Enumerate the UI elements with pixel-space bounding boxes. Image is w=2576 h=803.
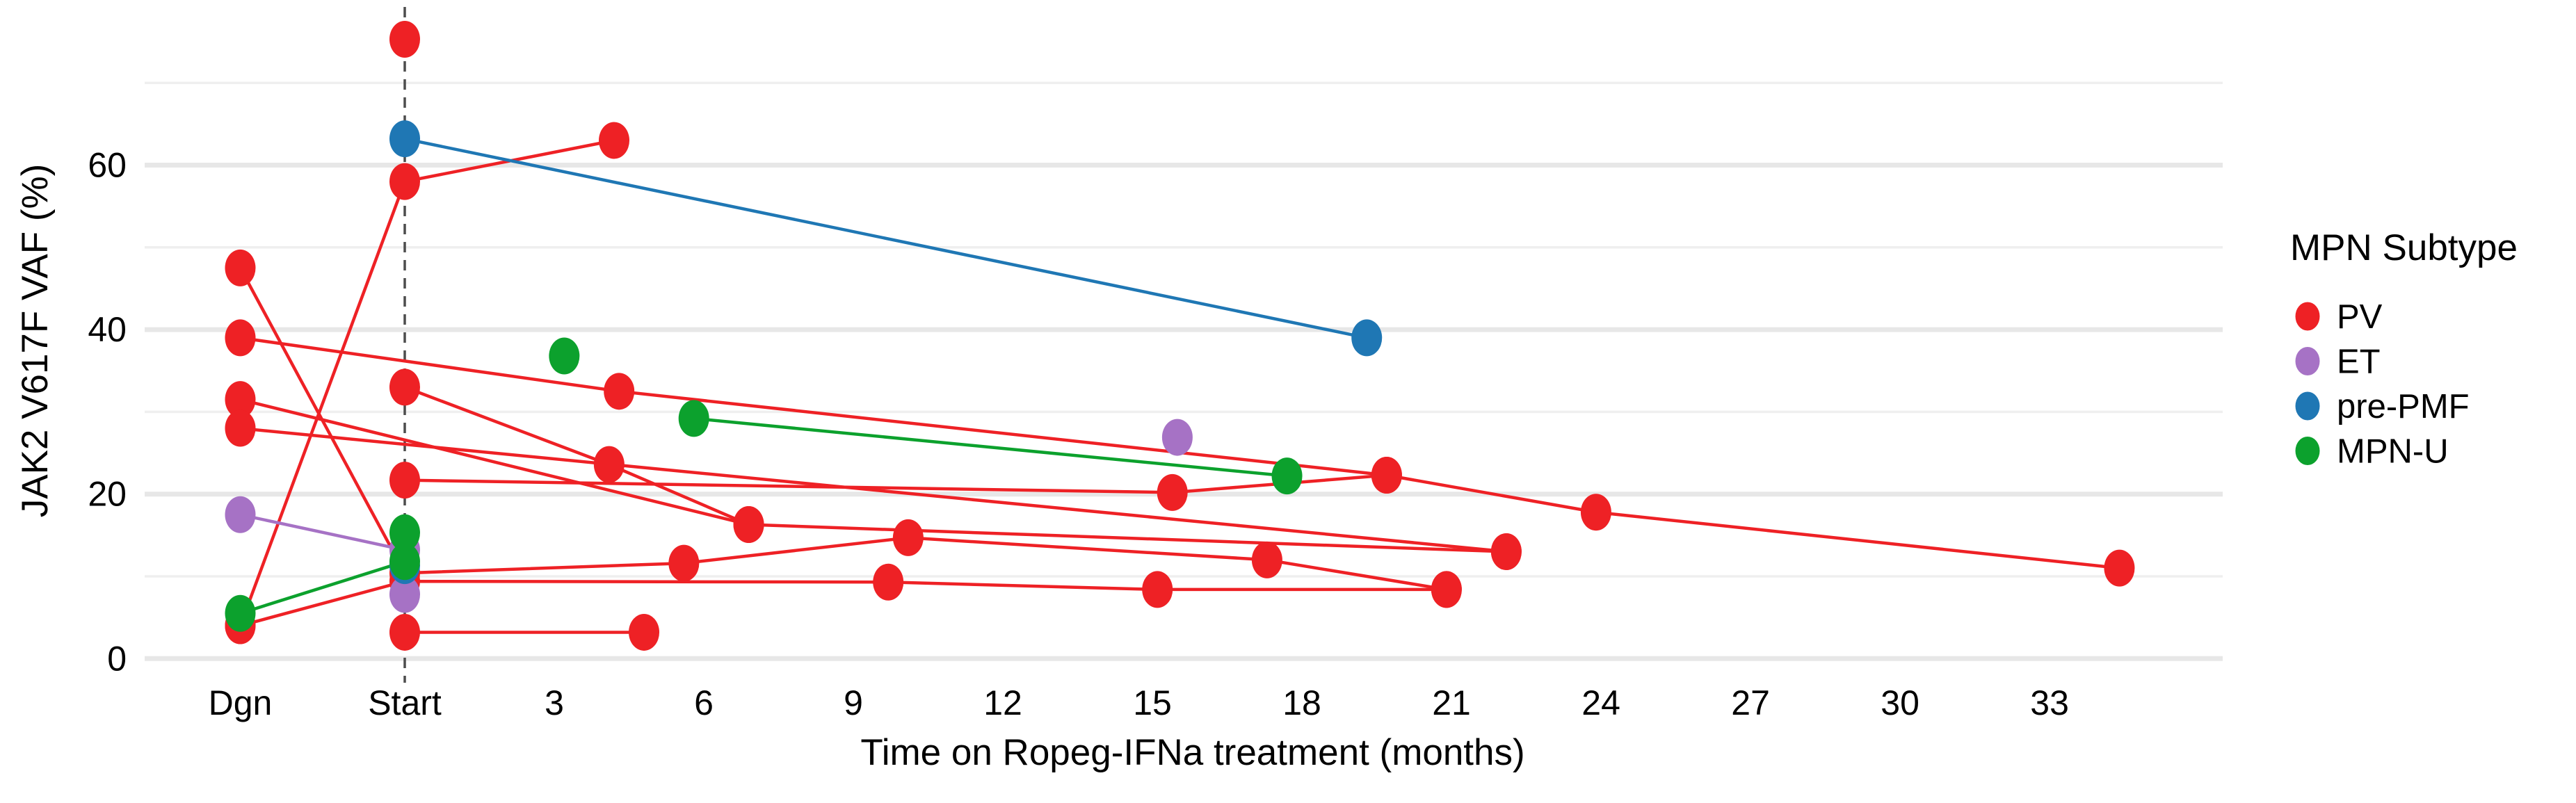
data-point-pv: [225, 249, 256, 286]
data-point-pv: [225, 381, 256, 419]
x-axis-title: Time on Ropeg-IFNa treatment (months): [860, 732, 1524, 773]
data-points: [225, 21, 2135, 651]
data-point-pv: [1490, 533, 1522, 571]
trajectory-line-pv: [239, 398, 750, 526]
trajectory-line-et: [240, 513, 405, 552]
trajectory-line-pv: [404, 385, 1506, 553]
data-point-mpn-u: [389, 543, 420, 581]
y-tick-label-0: 0: [107, 639, 127, 678]
data-point-pv: [1142, 571, 1173, 608]
data-point-pv: [604, 373, 635, 410]
patient-trajectory-lines: [239, 137, 2120, 634]
data-point-pv: [389, 613, 420, 651]
x-tick-label-3: 3: [545, 683, 564, 722]
x-tick-label-24: 24: [1581, 683, 1620, 722]
data-point-mpn-u: [389, 514, 420, 551]
data-point-et: [1161, 419, 1193, 456]
x-tick-label-30: 30: [1881, 683, 1919, 722]
legend-label-pv: PV: [2337, 298, 2383, 336]
x-tick-label-21: 21: [1432, 683, 1471, 722]
legend-swatch-pre-pmf-icon: [2295, 391, 2320, 421]
legend-item-pv: PV: [2295, 298, 2383, 336]
data-point-pv: [225, 319, 256, 357]
data-point-mpn-u: [678, 400, 709, 437]
data-point-pv: [892, 519, 924, 556]
data-point-et: [225, 496, 256, 533]
legend-swatch-mpn-u-icon: [2295, 437, 2320, 465]
data-point-pv: [225, 409, 256, 447]
data-point-pv: [1431, 571, 1462, 608]
legend-item-pre-pmf: pre-PMF: [2295, 388, 2470, 425]
data-point-pv: [1251, 541, 1282, 578]
trajectory-line-mpn-u: [693, 416, 1287, 478]
x-tick-label-dgn: Dgn: [209, 683, 273, 722]
y-tick-label-20: 20: [88, 475, 127, 514]
legend-item-et: ET: [2295, 343, 2381, 381]
trajectory-line-pv: [239, 579, 1447, 628]
trajectory-line-pv: [239, 267, 1447, 592]
legend-item-mpn-u: MPN-U: [2295, 433, 2449, 471]
data-point-pv: [873, 563, 904, 601]
x-tick-label-27: 27: [1731, 683, 1770, 722]
data-point-pre-pmf: [1351, 319, 1383, 357]
data-point-mpn-u: [1271, 457, 1303, 495]
data-point-pv: [733, 505, 764, 543]
data-point-pv: [593, 446, 625, 483]
x-tick-label-12: 12: [983, 683, 1022, 722]
trajectory-line-pre-pmf: [404, 137, 1367, 340]
legend-label-mpn-u: MPN-U: [2337, 433, 2449, 471]
legend-swatch-pv-icon: [2295, 302, 2320, 331]
y-axis-title: JAK2 V617F VAF (%): [15, 164, 56, 518]
y-tick-label-40: 40: [88, 310, 127, 349]
legend-swatch-et-icon: [2295, 347, 2320, 375]
data-point-pv: [2104, 549, 2135, 587]
legend-title: MPN Subtype: [2290, 227, 2518, 268]
x-tick-label-18: 18: [1282, 683, 1321, 722]
x-tick-label-9: 9: [844, 683, 863, 722]
data-point-pv: [389, 21, 420, 58]
data-point-pv: [389, 163, 420, 200]
data-point-mpn-u: [225, 594, 256, 632]
data-point-et: [389, 576, 420, 613]
x-axis-tick-labels: Dgn Start 3 6 9 12 15 18 21 24 27 30 33: [209, 683, 2069, 722]
legend: MPN Subtype PV ET pre-PMF MPN-U: [2290, 227, 2518, 471]
trajectory-line-pv: [240, 426, 1507, 553]
data-point-pv: [599, 122, 630, 159]
data-point-pv: [1157, 473, 1188, 511]
x-tick-label-15: 15: [1133, 683, 1172, 722]
x-tick-label-start: Start: [368, 683, 442, 722]
x-tick-label-6: 6: [694, 683, 714, 722]
data-point-pre-pmf: [389, 120, 420, 158]
data-point-pv: [1580, 494, 1611, 531]
data-point-pv: [668, 544, 700, 582]
y-tick-label-60: 60: [88, 146, 127, 185]
legend-label-pre-pmf: pre-PMF: [2337, 388, 2470, 425]
data-point-pv: [1371, 456, 1402, 494]
legend-label-et: ET: [2337, 343, 2381, 381]
trajectory-line-mpn-u: [239, 560, 405, 615]
x-tick-label-33: 33: [2030, 683, 2069, 722]
data-point-pv: [629, 613, 660, 651]
y-axis-tick-labels: 0 20 40 60: [88, 146, 127, 679]
data-point-mpn-u: [549, 337, 580, 375]
data-point-pv: [389, 368, 420, 406]
data-point-pv: [389, 462, 420, 499]
